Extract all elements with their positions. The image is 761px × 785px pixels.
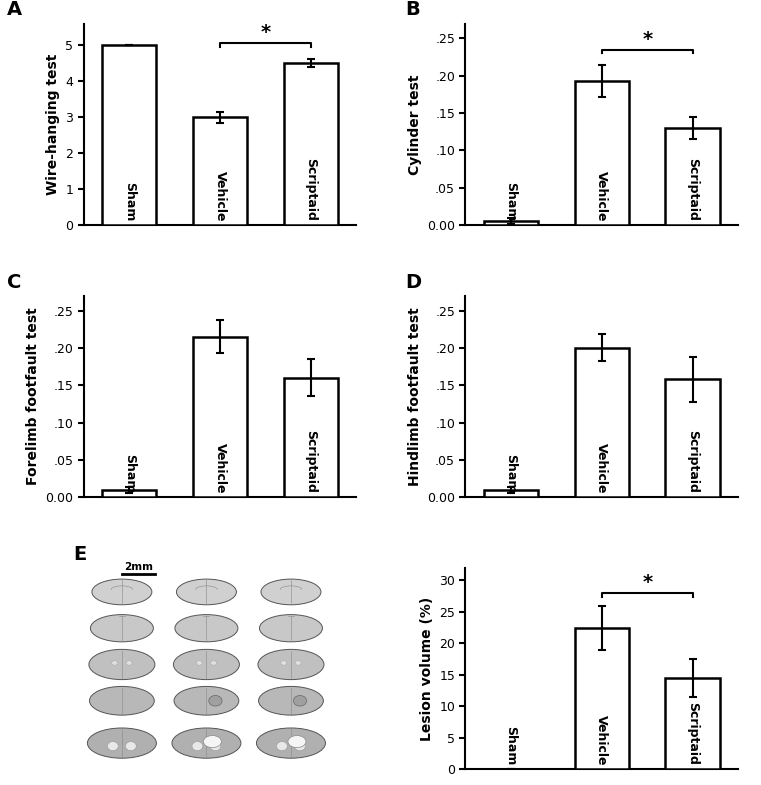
Ellipse shape: [259, 686, 323, 715]
Bar: [575, 81, 629, 225]
Text: Sham: Sham: [123, 454, 135, 493]
Ellipse shape: [203, 736, 221, 747]
Ellipse shape: [209, 696, 222, 706]
Bar: [193, 117, 247, 225]
Text: D: D: [406, 272, 422, 291]
Ellipse shape: [192, 742, 203, 750]
Ellipse shape: [92, 579, 152, 604]
Bar: [193, 337, 247, 497]
Text: A: A: [8, 1, 23, 20]
Ellipse shape: [90, 686, 154, 715]
Text: Scriptaid: Scriptaid: [304, 159, 317, 221]
Ellipse shape: [112, 661, 118, 665]
Text: Vehicle: Vehicle: [595, 715, 608, 765]
Ellipse shape: [281, 661, 287, 665]
Text: Vehicle: Vehicle: [595, 170, 608, 221]
Text: E: E: [73, 545, 86, 564]
Text: Vehicle: Vehicle: [214, 170, 227, 221]
Ellipse shape: [258, 649, 324, 680]
Ellipse shape: [295, 742, 305, 750]
Bar: [102, 490, 157, 497]
Ellipse shape: [276, 742, 288, 750]
Ellipse shape: [91, 615, 154, 642]
Ellipse shape: [256, 728, 326, 758]
Text: Sham: Sham: [123, 181, 135, 221]
Text: *: *: [642, 30, 652, 49]
Ellipse shape: [288, 736, 306, 747]
Text: Vehicle: Vehicle: [214, 443, 227, 493]
Ellipse shape: [174, 686, 239, 715]
Ellipse shape: [295, 661, 301, 665]
Text: Sham: Sham: [505, 454, 517, 493]
Ellipse shape: [261, 579, 321, 604]
Bar: [484, 221, 538, 225]
Y-axis label: Hindlimb footfault test: Hindlimb footfault test: [407, 307, 422, 486]
Ellipse shape: [210, 742, 221, 750]
Y-axis label: Cylinder test: Cylinder test: [407, 74, 422, 174]
Bar: [102, 46, 157, 225]
Y-axis label: Forelimb footfault test: Forelimb footfault test: [26, 308, 40, 485]
Text: *: *: [260, 24, 271, 42]
Ellipse shape: [260, 615, 323, 642]
Text: Vehicle: Vehicle: [595, 443, 608, 493]
Bar: [284, 378, 338, 497]
Text: Scriptaid: Scriptaid: [686, 159, 699, 221]
Ellipse shape: [177, 579, 237, 604]
Ellipse shape: [211, 661, 217, 665]
Text: Scriptaid: Scriptaid: [686, 703, 699, 765]
Ellipse shape: [174, 649, 240, 680]
Ellipse shape: [107, 742, 118, 750]
Bar: [665, 678, 720, 769]
Ellipse shape: [196, 661, 202, 665]
Bar: [665, 128, 720, 225]
Bar: [575, 627, 629, 769]
Text: Scriptaid: Scriptaid: [304, 430, 317, 493]
Text: B: B: [406, 1, 420, 20]
Text: Scriptaid: Scriptaid: [686, 430, 699, 493]
Ellipse shape: [88, 728, 156, 758]
Ellipse shape: [172, 728, 241, 758]
Ellipse shape: [175, 615, 238, 642]
Bar: [665, 379, 720, 497]
Ellipse shape: [126, 742, 136, 750]
Y-axis label: Wire-hanging test: Wire-hanging test: [46, 53, 59, 195]
Text: *: *: [642, 573, 652, 592]
Y-axis label: Lesion volume (%): Lesion volume (%): [419, 597, 434, 741]
Text: C: C: [8, 272, 22, 291]
Text: Sham: Sham: [505, 181, 517, 221]
Ellipse shape: [89, 649, 155, 680]
Ellipse shape: [293, 696, 307, 706]
Bar: [484, 490, 538, 497]
Bar: [575, 348, 629, 497]
Text: 2mm: 2mm: [124, 562, 153, 571]
Bar: [284, 63, 338, 225]
Ellipse shape: [126, 661, 132, 665]
Text: Sham: Sham: [505, 726, 517, 765]
